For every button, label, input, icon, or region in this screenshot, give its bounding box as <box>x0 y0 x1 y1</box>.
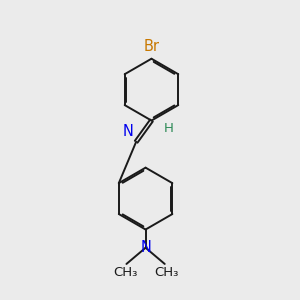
Text: H: H <box>164 122 174 135</box>
Text: N: N <box>123 124 134 140</box>
Text: N: N <box>140 240 151 255</box>
Text: CH₃: CH₃ <box>154 266 178 279</box>
Text: Br: Br <box>143 39 160 54</box>
Text: CH₃: CH₃ <box>113 266 137 279</box>
